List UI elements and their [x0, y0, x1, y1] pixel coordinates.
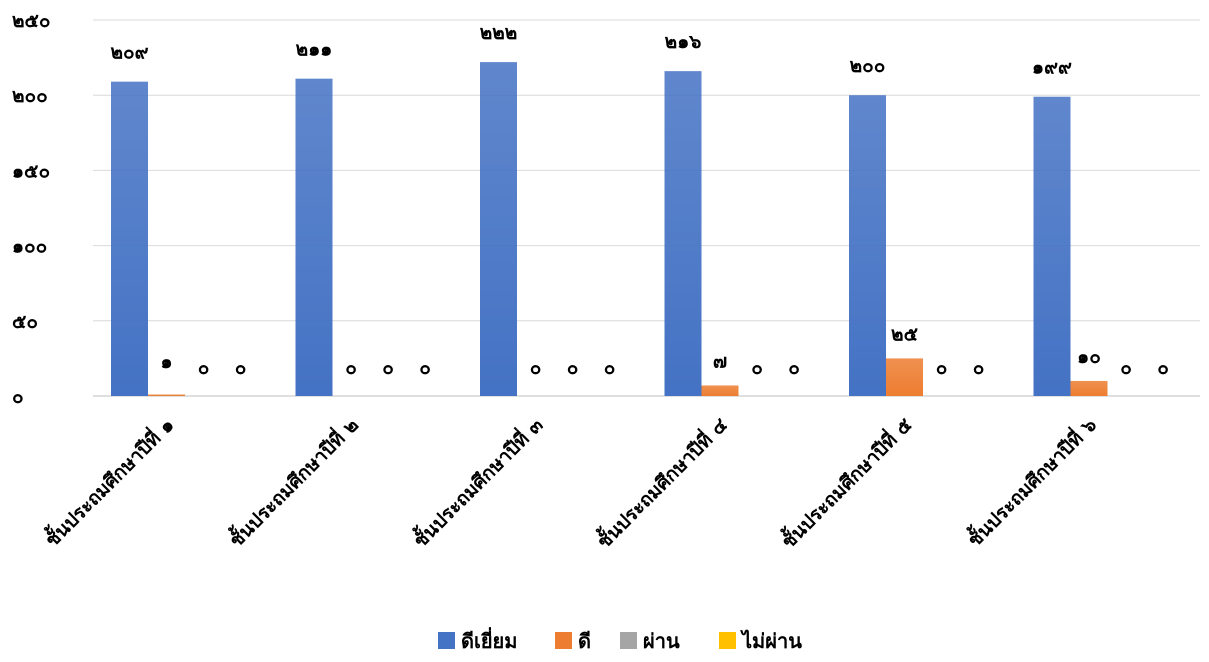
data-label: ๒๑๑ [296, 39, 333, 61]
bar-1-1 [111, 81, 148, 396]
data-label: ๑๐ [1077, 346, 1101, 368]
legend-label: ไม่ผ่าน [740, 629, 802, 653]
data-label: ๐ [567, 357, 579, 379]
bars [111, 62, 1108, 397]
bar-1-5 [849, 95, 886, 396]
data-label: ๒๕ [891, 323, 918, 345]
legend-label: ดีเยี่ยม [461, 626, 517, 653]
bar-2-5 [886, 358, 923, 396]
y-axis: ๐ ๕๐ ๑๐๐ ๑๕๐ ๒๐๐ ๒๕๐ [12, 10, 51, 408]
data-label: ๐ [345, 357, 357, 379]
category-label: ชั้นประถมศึกษาปีที่ ๒ [222, 411, 363, 552]
legend-label: ดี [578, 629, 591, 653]
legend-swatch [719, 632, 736, 649]
y-tick-label: ๑๕๐ [12, 160, 50, 182]
y-tick-label: ๕๐ [12, 311, 38, 333]
data-label: ๐ [751, 357, 763, 379]
bar-2-4 [701, 385, 739, 396]
data-label: ๐ [1120, 357, 1132, 379]
legend-swatch [438, 632, 455, 649]
data-label: ๐ [198, 357, 210, 379]
data-label: ๒๐๐ [850, 55, 886, 77]
data-label: ๒๐๙ [110, 42, 148, 64]
bar-1-3 [480, 62, 517, 396]
y-tick-label: ๒๐๐ [12, 85, 48, 107]
y-tick-label: ๐ [12, 386, 24, 408]
bar-1-6 [1033, 96, 1071, 396]
data-label: ๐ [419, 357, 431, 379]
bar-2-1 [148, 394, 185, 396]
bar-1-2 [295, 78, 333, 396]
data-label: ๒๒๒ [480, 22, 518, 44]
bar-1-4 [664, 71, 702, 397]
category-label: ชั้นประถมศึกษาปีที่ ๖ [961, 411, 1101, 551]
category-label: ชั้นประถมศึกษาปีที่ ๕ [775, 411, 917, 553]
data-label: ๐ [604, 357, 616, 379]
data-label: ๐ [788, 357, 800, 379]
bar-2-6 [1070, 380, 1108, 396]
data-label: ๐ [382, 357, 394, 379]
x-axis: ชั้นประถมศึกษาปีที่ ๑ ชั้นประถมศึกษาปีที่… [38, 411, 1101, 553]
data-label: ๑๙๙ [1032, 57, 1072, 79]
data-label: ๒๑๖ [665, 31, 702, 53]
data-label: ๐ [235, 357, 247, 379]
data-label: ๐ [973, 357, 985, 379]
legend: ดีเยี่ยม ดี ผ่าน ไม่ผ่าน [438, 626, 802, 653]
data-labels: ๒๐๙๑๐๐๒๑๑๐๐๐๒๒๒๐๐๐๒๑๖๗๐๐๒๐๐๒๕๐ ๐๑๙๙๑๐๐๐ [110, 22, 1168, 379]
category-label: ชั้นประถมศึกษาปีที่ ๓ [407, 411, 548, 552]
gridlines [93, 19, 1200, 397]
data-label: ๐ [530, 357, 542, 379]
legend-swatch [555, 632, 572, 649]
y-tick-label: ๑๐๐ [12, 236, 47, 258]
legend-label: ผ่าน [643, 629, 680, 653]
data-label: ๐ [1157, 357, 1169, 379]
category-label: ชั้นประถมศึกษาปีที่ ๔ [590, 411, 732, 553]
category-label: ชั้นประถมศึกษาปีที่ ๑ [38, 411, 178, 551]
data-label: ๑ [160, 351, 172, 373]
legend-swatch [620, 632, 637, 649]
data-label: ๗ [713, 350, 727, 372]
y-tick-label: ๒๕๐ [12, 10, 51, 32]
data-label: ๐ [936, 357, 948, 379]
